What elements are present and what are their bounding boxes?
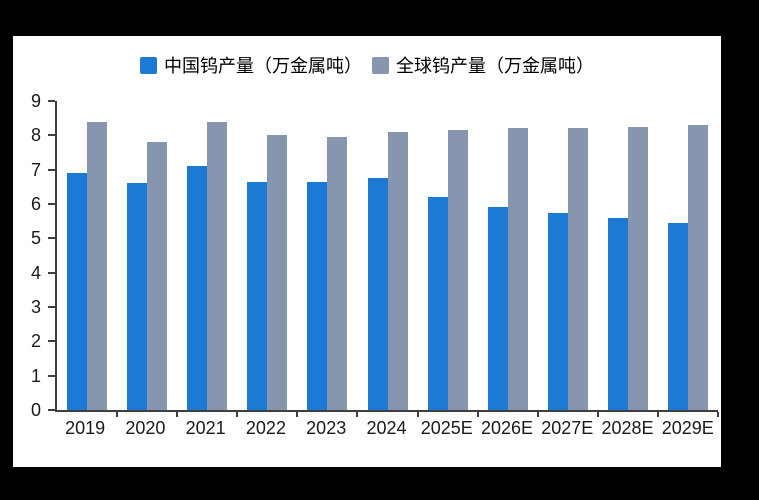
x-tick (296, 412, 299, 417)
bar-china-2024 (367, 178, 388, 410)
bar-global-2025E (447, 130, 468, 410)
x-axis-label-2027E: 2027E (541, 418, 594, 438)
x-axis-label-2028E: 2028E (601, 418, 654, 438)
bar-group-2019 (57, 101, 119, 417)
x-axis-label-2021: 2021 (185, 418, 226, 438)
legend-item-china: 中国钨产量（万金属吨） (140, 52, 362, 78)
bar-group-2021 (177, 101, 239, 417)
x-axis-label-2019: 2019 (65, 418, 106, 438)
y-axis-label: 4 (30, 262, 41, 283)
bar-china-2026E (487, 207, 508, 410)
bar-china-2022 (247, 181, 268, 410)
x-tick (176, 412, 179, 417)
y-axis-label: 7 (30, 159, 41, 180)
x-tick (596, 412, 599, 417)
bar-china-2028E (607, 217, 628, 410)
y-tick (48, 134, 55, 137)
x-axis-label-2029E: 2029E (661, 418, 714, 438)
y-tick (48, 374, 55, 377)
y-tick (48, 306, 55, 309)
y-tick (48, 340, 55, 343)
y-tick (48, 237, 55, 240)
y-axis-label: 0 (30, 400, 41, 420)
bar-group-2028E (598, 101, 659, 417)
bar-china-2025E (427, 197, 448, 410)
bar-global-2028E (627, 126, 648, 410)
x-tick (717, 412, 720, 417)
plot-area: 0 1 2 3 4 5 6 7 8 9 (31, 92, 720, 419)
legend-label-global: 全球钨产量（万金属吨） (396, 56, 594, 76)
x-tick (116, 412, 119, 417)
x-tick (416, 412, 419, 417)
y-axis-label: 3 (30, 297, 41, 318)
bar-global-2019 (87, 121, 108, 410)
y-tick (48, 100, 55, 102)
bar-group-2029E (658, 101, 720, 417)
bar-china-2021 (187, 166, 208, 410)
x-tick (656, 412, 659, 417)
bar-global-2026E (507, 128, 528, 410)
legend: 中国钨产量（万金属吨） 全球钨产量（万金属吨） (13, 52, 721, 78)
y-axis-label: 1 (30, 365, 41, 386)
bar-group-2020 (117, 101, 179, 417)
bar-global-2020 (147, 142, 168, 410)
bar-group-2023 (297, 101, 359, 417)
legend-label-china: 中国钨产量（万金属吨） (164, 56, 362, 76)
bar-china-2027E (547, 212, 568, 410)
y-axis-label: 2 (30, 331, 41, 352)
bar-group-2022 (237, 101, 299, 417)
x-tick (536, 412, 539, 417)
y-tick (48, 409, 55, 411)
bar-china-2020 (127, 183, 148, 410)
y-axis-label: 9 (30, 91, 41, 111)
x-axis-label-2022: 2022 (245, 418, 286, 438)
y-tick (48, 168, 55, 171)
x-axis-label-2025E: 2025E (420, 418, 473, 438)
x-tick (356, 412, 359, 417)
bar-global-2024 (387, 131, 408, 410)
bar-china-2023 (307, 181, 328, 410)
bar-global-2023 (327, 137, 348, 410)
bar-global-2021 (207, 121, 228, 410)
bar-global-2029E (687, 125, 708, 410)
legend-swatch-china-icon (140, 56, 157, 74)
bar-group-2025E (418, 101, 479, 417)
x-axis-label-2023: 2023 (306, 418, 347, 438)
y-axis-label: 6 (30, 194, 41, 215)
bar-groups (57, 101, 720, 417)
y-axis-label: 5 (30, 228, 41, 249)
x-axis-label-2024: 2024 (366, 418, 407, 438)
legend-swatch-global-icon (372, 56, 389, 74)
bar-group-2026E (478, 101, 539, 417)
x-tick (236, 412, 239, 417)
bar-global-2022 (267, 135, 288, 410)
x-tick (476, 412, 479, 417)
y-tick (48, 203, 55, 206)
bar-global-2027E (567, 128, 588, 410)
x-axis-label-2020: 2020 (125, 418, 166, 438)
bar-china-2019 (67, 173, 88, 410)
bar-china-2029E (667, 222, 688, 410)
y-tick (48, 271, 55, 274)
legend-item-global: 全球钨产量（万金属吨） (372, 52, 594, 78)
bar-group-2024 (357, 101, 419, 417)
x-axis-labels: 2019 2020 2021 2022 2023 2024 2025E 2026E 2027E 2… (55, 418, 718, 439)
bar-group-2027E (538, 101, 599, 417)
x-axis-label-2026E: 2026E (480, 418, 534, 438)
y-axis-label: 8 (30, 125, 41, 146)
